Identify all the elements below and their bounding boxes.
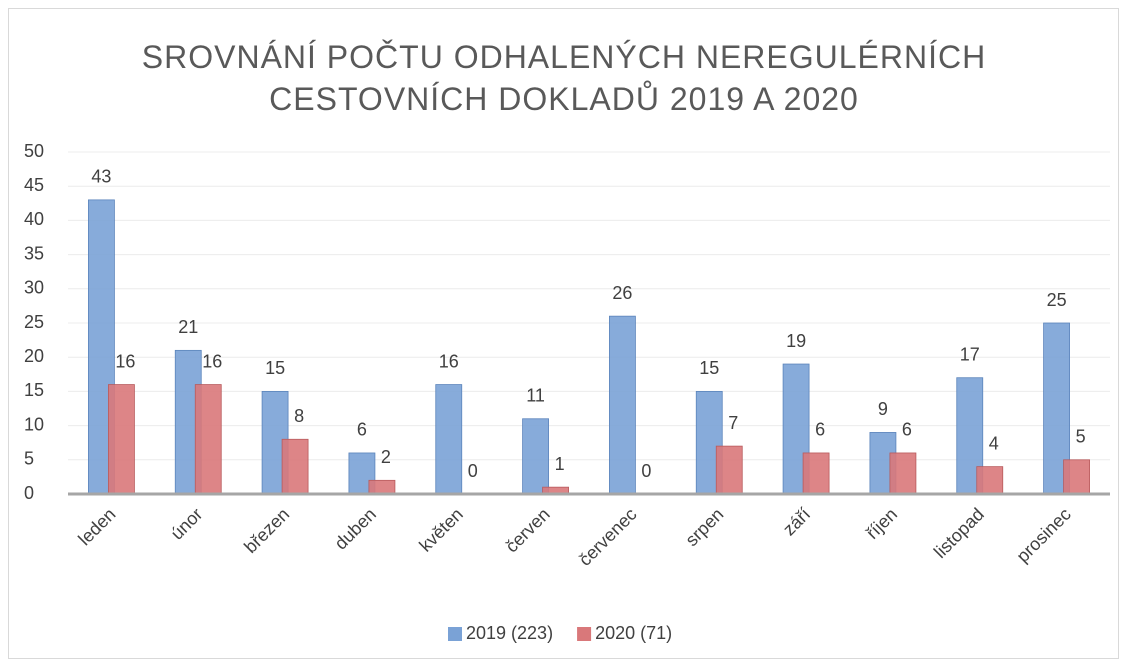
x-tick-label: květen	[415, 504, 467, 556]
y-tick-label: 40	[24, 209, 44, 229]
data-label: 1	[555, 454, 565, 474]
data-label: 21	[178, 317, 198, 337]
data-label: 43	[91, 167, 111, 187]
x-tick-label: listopad	[930, 504, 988, 562]
data-label: 6	[902, 420, 912, 440]
y-tick-label: 10	[24, 414, 44, 434]
legend-label: 2019 (223)	[466, 623, 553, 643]
x-tick-label: březen	[240, 504, 293, 557]
y-tick-label: 50	[24, 141, 44, 161]
x-tick-label: červen	[501, 504, 553, 556]
bar	[889, 452, 917, 495]
data-label: 16	[115, 351, 135, 371]
chart-title: SROVNÁNÍ POČTU ODHALENÝCH NEREGULÉRNÍCH …	[141, 39, 987, 117]
legend-swatch	[448, 627, 462, 641]
data-label: 9	[878, 399, 888, 419]
y-tick-label: 20	[24, 346, 44, 366]
data-label: 16	[202, 351, 222, 371]
bar	[435, 384, 463, 495]
data-label: 2	[381, 447, 391, 467]
chart-border	[8, 8, 1119, 659]
data-label: 16	[439, 351, 459, 371]
data-label: 4	[989, 433, 999, 453]
data-label: 0	[641, 461, 651, 481]
x-tick-label: únor	[167, 504, 207, 544]
data-label: 6	[815, 420, 825, 440]
y-tick-label: 5	[24, 449, 34, 469]
bar	[281, 438, 309, 495]
y-tick-label: 0	[24, 483, 34, 503]
bar	[108, 384, 135, 495]
y-tick-label: 45	[24, 175, 44, 195]
bar	[194, 384, 222, 495]
y-tick-label: 30	[24, 278, 44, 298]
bar	[522, 418, 549, 495]
data-label: 7	[728, 413, 738, 433]
data-label: 15	[699, 358, 719, 378]
x-tick-label: červenec	[575, 504, 641, 570]
x-tick-label: srpen	[681, 504, 727, 550]
y-tick-label: 35	[24, 243, 44, 263]
bar	[802, 452, 830, 495]
y-tick-label: 15	[24, 380, 44, 400]
data-label: 5	[1076, 427, 1086, 447]
data-label: 17	[960, 344, 980, 364]
x-tick-label: leden	[74, 504, 119, 549]
bar	[368, 479, 396, 495]
bar	[976, 466, 1004, 495]
legend-swatch	[577, 627, 592, 641]
bar	[1063, 459, 1090, 495]
legend-label: 2020 (71)	[595, 623, 672, 643]
bar	[609, 315, 636, 495]
x-tick-label: říjen	[862, 504, 901, 543]
y-tick-label: 25	[24, 312, 44, 332]
data-label: 8	[294, 406, 304, 426]
data-label: 26	[612, 283, 632, 303]
bar	[348, 452, 376, 495]
data-label: 19	[786, 331, 806, 351]
data-label: 25	[1047, 290, 1067, 310]
data-label: 15	[265, 358, 285, 378]
x-tick-label: září	[779, 504, 814, 539]
data-label: 11	[526, 386, 545, 406]
data-label: 6	[357, 420, 367, 440]
x-tick-label: duben	[331, 504, 381, 554]
x-tick-label: prosinec	[1013, 504, 1075, 566]
bar	[715, 445, 743, 495]
data-label: 0	[468, 461, 478, 481]
